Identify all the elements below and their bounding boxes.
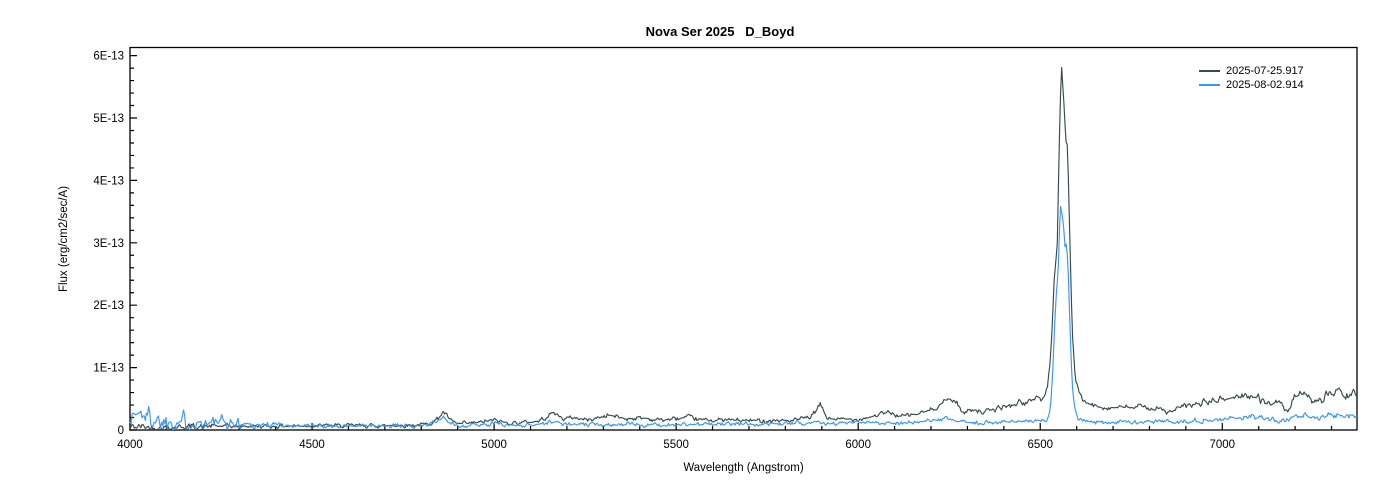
legend-swatch	[1199, 84, 1220, 86]
x-tick-label: 4000	[117, 439, 143, 451]
legend-item: 2025-08-02.914	[1199, 78, 1304, 92]
x-tick-label: 5000	[481, 439, 507, 451]
y-tick-label: 3E-13	[93, 238, 124, 250]
y-tick-label: 6E-13	[93, 51, 124, 63]
chart-title: Nova Ser 2025 D_Boyd	[645, 24, 795, 39]
y-tick-label: 2E-13	[93, 300, 124, 312]
legend-label: 2025-08-02.914	[1226, 79, 1304, 91]
series-line-2025-08-02.914	[129, 205, 1358, 431]
y-tick-label: 5E-13	[93, 113, 124, 125]
x-tick-label: 6000	[845, 439, 871, 451]
x-axis-label: Wavelength (Angstrom)	[683, 462, 804, 474]
series-line-2025-07-25.917	[129, 67, 1358, 431]
y-tick-label: 4E-13	[93, 175, 124, 187]
legend-swatch	[1199, 70, 1220, 72]
y-tick-label: 1E-13	[93, 363, 124, 375]
x-tick-label: 4500	[299, 439, 325, 451]
legend: 2025-07-25.917 2025-08-02.914	[1199, 64, 1304, 92]
x-tick-label: 5500	[663, 439, 689, 451]
legend-label: 2025-07-25.917	[1226, 65, 1304, 77]
y-tick-label: 0	[118, 425, 124, 437]
x-tick-label: 6500	[1027, 439, 1053, 451]
axis-ticks	[129, 55, 1333, 431]
y-axis-label: Flux (erg/cm2/sec/A)	[58, 185, 70, 293]
x-tick-label: 7000	[1209, 439, 1235, 451]
plot-border	[129, 46, 1358, 431]
legend-item: 2025-07-25.917	[1199, 64, 1304, 78]
